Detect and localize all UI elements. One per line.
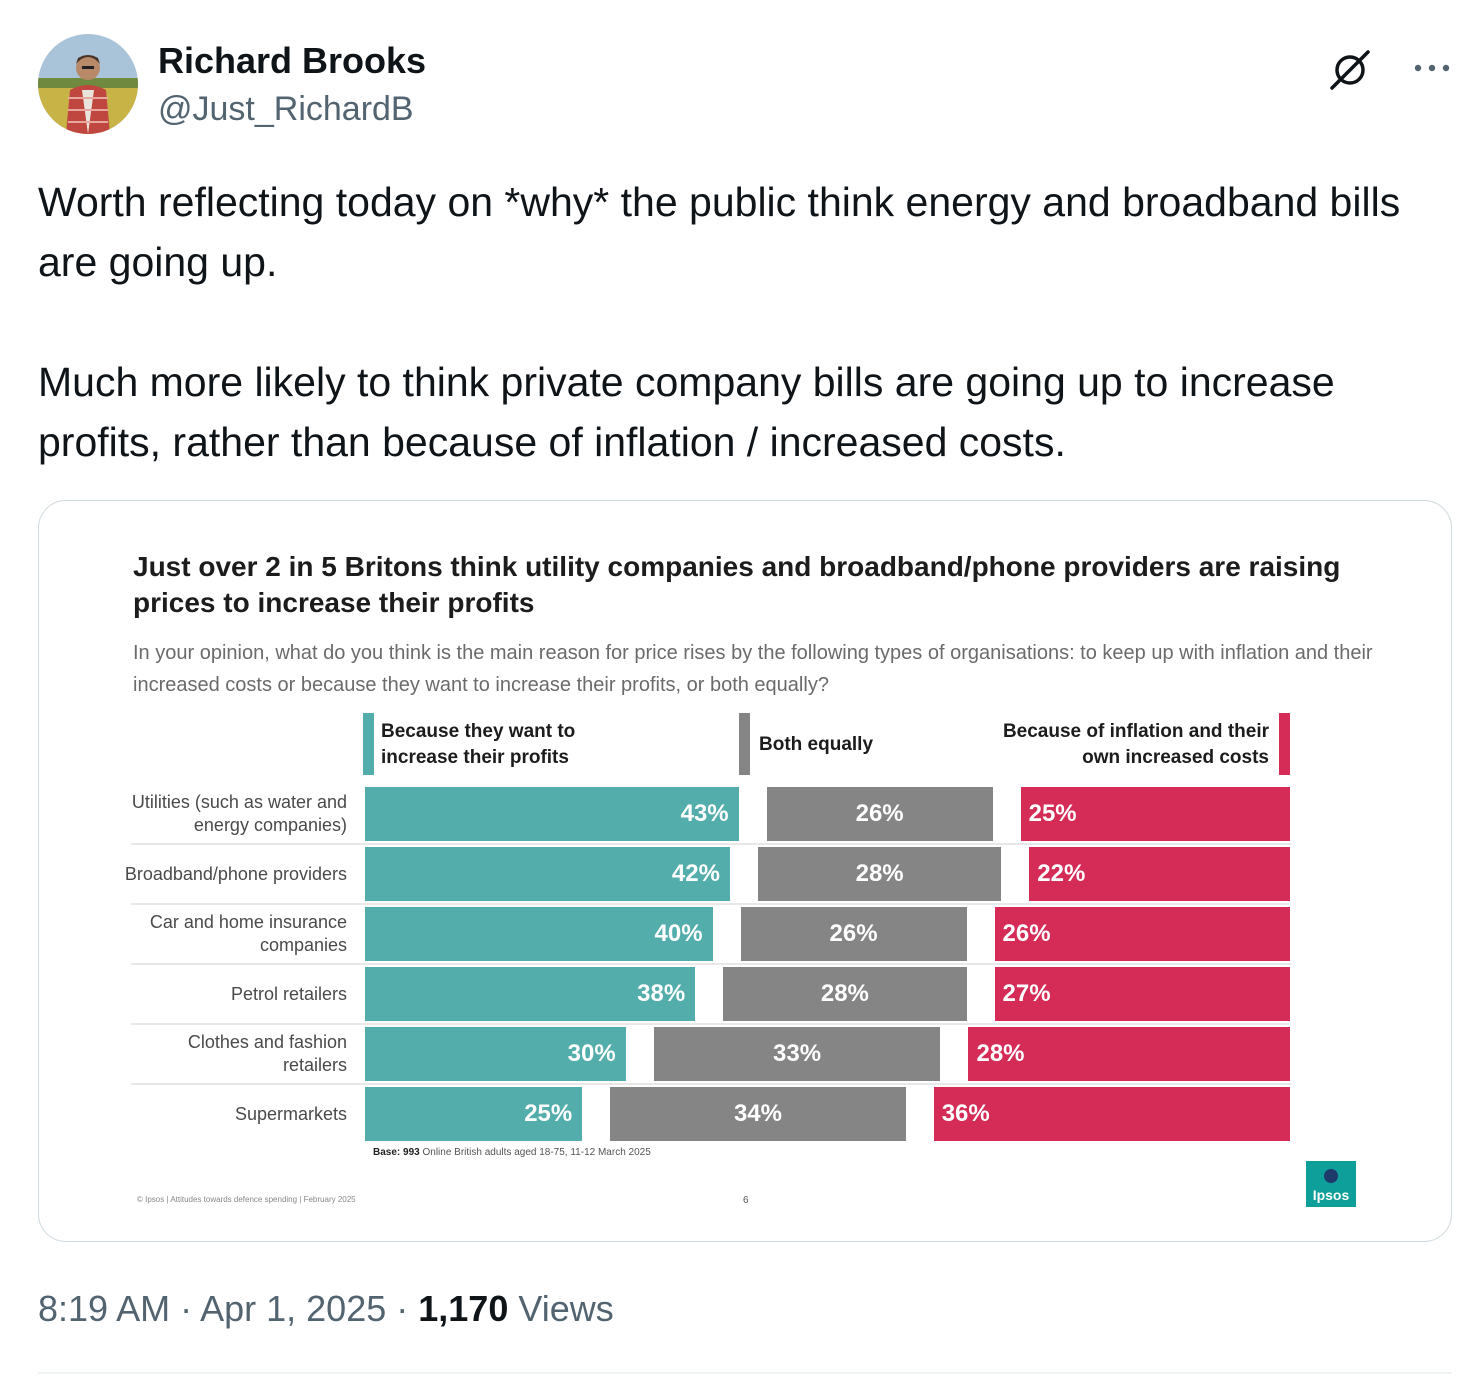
legend-label-both: Both equally <box>759 734 874 755</box>
bar-value-label: 26% <box>829 920 878 947</box>
chart-footer: © Ipsos | Attitudes towards defence spen… <box>137 1195 356 1204</box>
bar-value-label: 26% <box>855 800 904 827</box>
bar-profits: 38% <box>365 967 696 1021</box>
tweet-header: Richard Brooks @Just_RichardB <box>38 34 1450 138</box>
chart-subtitle: In your opinion, what do you think is th… <box>133 642 1373 696</box>
bar-value-label: 38% <box>637 980 686 1007</box>
category-label: Utilities (such as water and energy comp… <box>131 792 347 835</box>
bar-value-label: 26% <box>1002 920 1051 947</box>
author-name[interactable]: Richard Brooks <box>158 40 427 81</box>
bar-inflation: 25% <box>1020 787 1290 841</box>
bar-value-label: 42% <box>671 860 720 887</box>
ipsos-logo: Ipsos <box>1306 1161 1356 1207</box>
bar-inflation: 22% <box>1029 847 1290 901</box>
chart-page-number: 6 <box>743 1195 749 1206</box>
category-label: Broadband/phone providers <box>124 863 347 884</box>
tweet-time[interactable]: 8:19 AM <box>38 1288 171 1329</box>
bar-profits: 30% <box>365 1027 626 1081</box>
legend-swatch-both <box>739 713 750 775</box>
bar-inflation: 27% <box>994 967 1290 1021</box>
bar-both: 28% <box>723 967 967 1021</box>
bar-profits: 25% <box>365 1087 583 1141</box>
ipsos-logo-text: Ipsos <box>1313 1187 1350 1203</box>
bar-both: 34% <box>610 1087 906 1141</box>
base-text: Online British adults aged 18-75, 11-12 … <box>422 1147 651 1158</box>
chart-base-note: Base: 993 Online British adults aged 18-… <box>373 1147 651 1158</box>
bar-value-label: 30% <box>567 1040 616 1067</box>
tweet-meta: 8:19 AM · Apr 1, 2025 · 1,170 Views <box>38 1288 614 1329</box>
legend-swatch-profits <box>363 713 374 775</box>
bar-value-label: 27% <box>1002 980 1051 1007</box>
bar-value-label: 28% <box>855 860 904 887</box>
author-handle[interactable]: @Just_RichardB <box>158 90 414 128</box>
bar-profits: 40% <box>365 907 713 961</box>
bar-both: 28% <box>757 847 1002 901</box>
tweet-text: Worth reflecting today on *why* the publ… <box>38 172 1438 472</box>
bar-both: 26% <box>766 787 993 841</box>
bar-value-label: 34% <box>733 1100 782 1127</box>
chart-title: Just over 2 in 5 Britons think utility c… <box>133 551 1341 618</box>
bar-value-label: 40% <box>654 920 703 947</box>
row-separator <box>131 963 1291 965</box>
bar-profits: 42% <box>365 847 730 901</box>
legend-label-inflation: Because of inflation and their own incre… <box>1002 721 1269 768</box>
views-count: 1,170 <box>418 1288 509 1329</box>
bar-value-label: 43% <box>680 800 729 827</box>
bar-profits: 43% <box>365 787 739 841</box>
bar-value-label: 36% <box>941 1100 990 1127</box>
tweet-date[interactable]: Apr 1, 2025 <box>200 1288 387 1329</box>
bar-value-label: 22% <box>1037 860 1086 887</box>
bar-value-label: 25% <box>524 1100 573 1127</box>
tweet-image-card[interactable]: Just over 2 in 5 Britons think utility c… <box>38 500 1452 1242</box>
tweet-paragraph: Worth reflecting today on *why* the publ… <box>38 179 1401 285</box>
divider <box>38 1372 1452 1374</box>
bar-both: 33% <box>653 1027 941 1081</box>
legend-label-profits: Because they want to increase their prof… <box>381 721 576 768</box>
category-label: Clothes and fashion retailers <box>187 1032 347 1075</box>
category-label: Supermarkets <box>234 1103 347 1124</box>
row-separator <box>131 1083 1291 1085</box>
bar-inflation: 36% <box>933 1087 1290 1141</box>
category-label: Petrol retailers <box>230 983 347 1004</box>
base-label: Base: <box>373 1147 401 1158</box>
bar-value-label: 25% <box>1028 800 1077 827</box>
row-separator <box>131 903 1291 905</box>
tweet-paragraph: Much more likely to think private compan… <box>38 359 1335 465</box>
more-icon[interactable] <box>1410 48 1454 88</box>
bar-value-label: 28% <box>976 1040 1025 1067</box>
bar-value-label: 33% <box>773 1040 822 1067</box>
row-separator <box>131 1023 1291 1025</box>
row-separator <box>131 843 1291 845</box>
bar-value-label: 28% <box>820 980 869 1007</box>
legend-swatch-inflation <box>1279 713 1290 775</box>
avatar[interactable] <box>38 34 138 134</box>
base-count: 993 <box>403 1147 420 1158</box>
views-label: Views <box>518 1288 614 1329</box>
bar-inflation: 28% <box>968 1027 1290 1081</box>
bar-both: 26% <box>740 907 967 961</box>
category-label: Car and home insurance companies <box>149 912 347 955</box>
bar-inflation: 26% <box>994 907 1290 961</box>
grok-icon[interactable] <box>1326 46 1374 94</box>
